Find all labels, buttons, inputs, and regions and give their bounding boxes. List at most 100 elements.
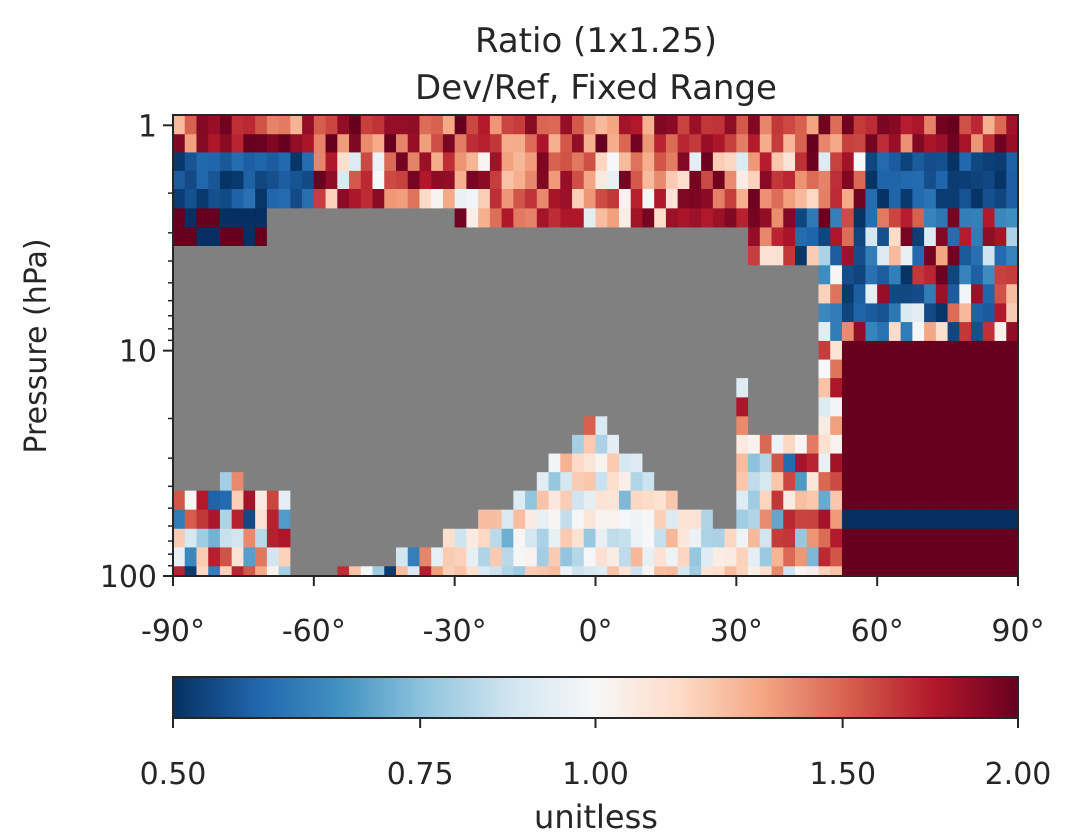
- heatmap-cell: [313, 397, 327, 417]
- heatmap-cell: [971, 265, 984, 285]
- heatmap-cell: [736, 208, 749, 229]
- heatmap-cell: [278, 472, 291, 492]
- heatmap-cell: [419, 547, 432, 567]
- heatmap-cell: [607, 528, 620, 549]
- heatmap-cell: [478, 284, 491, 305]
- heatmap-cell: [384, 284, 397, 305]
- heatmap-cell: [173, 528, 186, 549]
- heatmap-cell: [255, 509, 268, 530]
- colorbar-tick-label: 0.75: [387, 757, 454, 792]
- heatmap-cell: [818, 208, 831, 229]
- heatmap-cell: [654, 208, 667, 229]
- heatmap-cell: [548, 453, 561, 473]
- heatmap-cell: [806, 134, 820, 154]
- heatmap-cell: [830, 303, 843, 323]
- heatmap-cell: [513, 340, 526, 361]
- heatmap-cell: [243, 189, 256, 209]
- heatmap-cell: [231, 189, 245, 209]
- heatmap-cell: [313, 189, 327, 209]
- heatmap-cell: [525, 566, 538, 577]
- heatmap-cell: [266, 509, 280, 530]
- heatmap-cell: [982, 152, 996, 172]
- heatmap-cell: [618, 152, 632, 172]
- heatmap-cell: [748, 227, 761, 247]
- heatmap-cell: [630, 509, 644, 530]
- heatmap-cell: [677, 528, 690, 549]
- heatmap-cell: [349, 434, 362, 455]
- heatmap-cell: [994, 134, 1007, 154]
- heatmap-cell: [748, 246, 761, 266]
- heatmap-cell: [208, 134, 221, 154]
- heatmap-cell: [595, 397, 608, 417]
- heatmap-cell: [971, 152, 984, 172]
- heatmap-cell: [759, 284, 773, 305]
- heatmap-cell: [583, 416, 597, 436]
- heatmap-cell: [560, 152, 573, 172]
- heatmap-cell: [689, 397, 702, 417]
- heatmap-cell: [689, 265, 702, 285]
- heatmap-cell: [266, 115, 280, 135]
- heatmap-cell: [313, 322, 327, 342]
- heatmap-cell: [736, 397, 749, 417]
- heatmap-cell: [830, 152, 843, 172]
- heatmap-cell: [478, 170, 491, 190]
- heatmap-cell: [630, 152, 644, 172]
- heatmap-cell: [548, 566, 561, 577]
- heatmap-cell: [290, 303, 303, 323]
- heatmap-cell: [255, 434, 268, 455]
- heatmap-cell: [560, 490, 573, 511]
- heatmap-cell: [712, 170, 726, 190]
- heatmap-cell: [783, 472, 796, 492]
- heatmap-cell: [407, 416, 421, 436]
- heatmap-cell: [830, 359, 843, 379]
- heatmap-cell: [184, 416, 198, 436]
- heatmap-cell: [642, 528, 655, 549]
- heatmap-cell: [795, 134, 808, 154]
- heatmap-cell: [759, 490, 773, 511]
- heatmap-cell: [266, 265, 280, 285]
- heatmap-cell: [665, 340, 679, 361]
- heatmap-cell: [560, 397, 573, 417]
- heatmap-cell: [618, 434, 632, 455]
- heatmap-cell: [994, 416, 1007, 436]
- heatmap-cell: [935, 322, 949, 342]
- heatmap-cell: [1006, 547, 1019, 567]
- heatmap-cell: [583, 566, 597, 577]
- heatmap-cell: [607, 416, 620, 436]
- heatmap-cell: [924, 265, 937, 285]
- heatmap-cell: [830, 134, 843, 154]
- heatmap-cell: [302, 134, 315, 154]
- heatmap-cell: [407, 208, 421, 229]
- heatmap-cell: [231, 303, 245, 323]
- heatmap-cell: [478, 152, 491, 172]
- heatmap-cell: [677, 170, 690, 190]
- heatmap-cell: [689, 359, 702, 379]
- heatmap-cell: [219, 547, 233, 567]
- heatmap-cell: [513, 284, 526, 305]
- heatmap-cell: [736, 115, 749, 135]
- heatmap-cell: [184, 246, 198, 266]
- heatmap-cell: [184, 509, 198, 530]
- heatmap-cell: [360, 303, 374, 323]
- heatmap-cell: [607, 227, 620, 247]
- heatmap-cell: [395, 528, 409, 549]
- heatmap-cell: [924, 566, 937, 577]
- heatmap-cell: [384, 152, 397, 172]
- heatmap-cell: [372, 434, 385, 455]
- heatmap-cell: [853, 416, 867, 436]
- heatmap-cell: [278, 208, 291, 229]
- heatmap-cell: [431, 509, 444, 530]
- heatmap-cell: [525, 509, 538, 530]
- heatmap-cell: [548, 490, 561, 511]
- heatmap-cell: [806, 416, 820, 436]
- heatmap-cell: [489, 115, 503, 135]
- heatmap-cell: [290, 397, 303, 417]
- heatmap-cell: [877, 284, 890, 305]
- heatmap-cell: [313, 490, 327, 511]
- heatmap-cell: [771, 340, 784, 361]
- heatmap-cell: [290, 170, 303, 190]
- heatmap-cell: [630, 208, 644, 229]
- heatmap-cell: [724, 208, 737, 229]
- heatmap-cell: [478, 115, 491, 135]
- heatmap-cell: [795, 152, 808, 172]
